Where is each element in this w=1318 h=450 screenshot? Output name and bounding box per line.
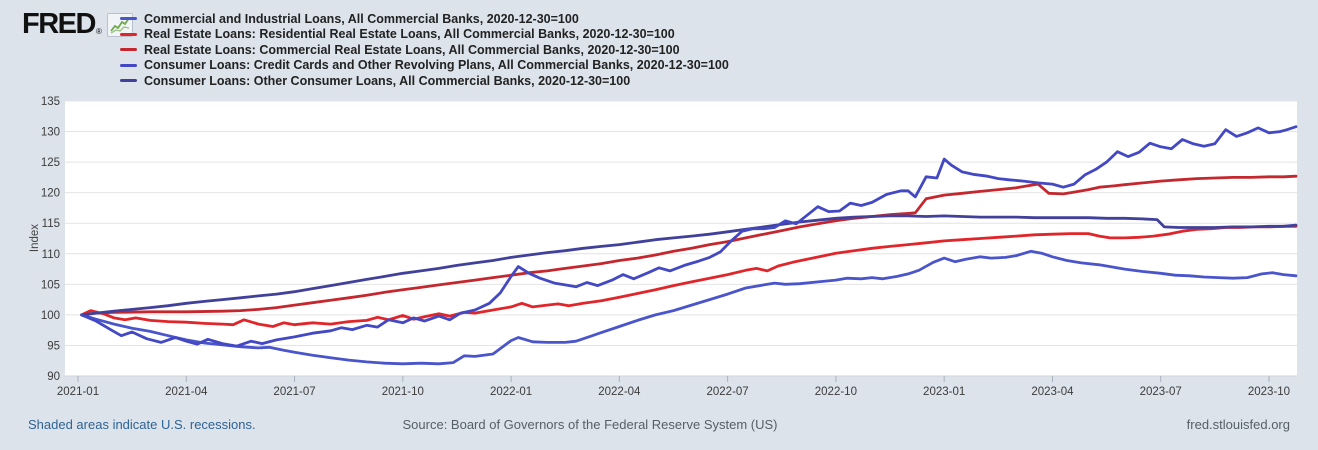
y-tick-label: 100 — [41, 310, 60, 322]
x-tick-label: 2021-10 — [382, 386, 424, 398]
x-tick-label: 2021-04 — [165, 386, 208, 398]
y-tick-label: 105 — [41, 279, 60, 291]
legend-item[interactable]: Real Estate Loans: Commercial Real Estat… — [120, 42, 729, 58]
legend-dash-icon — [120, 48, 137, 52]
y-tick-label: 90 — [47, 371, 60, 383]
chart-area: 90 95 100 105 110 115 120 125 130 135 Index 2021-01… — [0, 88, 1318, 408]
legend-dash-icon — [120, 17, 137, 21]
y-axis-title: Index — [29, 224, 41, 252]
y-tick-label: 110 — [42, 249, 60, 261]
legend-label: Consumer Loans: Credit Cards and Other R… — [144, 58, 729, 73]
sparkline-icon — [106, 13, 133, 37]
legend-label: Real Estate Loans: Commercial Real Estat… — [144, 42, 680, 57]
legend-label: Consumer Loans: Other Consumer Loans, Al… — [144, 73, 631, 88]
x-tick-label: 2022-07 — [707, 386, 749, 398]
series-line[interactable] — [80, 249, 1298, 366]
x-tick-label: 2022-10 — [815, 386, 857, 398]
legend-item[interactable]: Consumer Loans: Credit Cards and Other R… — [120, 58, 729, 74]
series-line[interactable] — [80, 224, 1298, 328]
legend-item[interactable]: Consumer Loans: Other Consumer Loans, Al… — [120, 73, 729, 89]
x-tick-label: 2021-07 — [273, 386, 315, 398]
series-line[interactable] — [80, 214, 1298, 317]
legend: Commercial and Industrial Loans, All Com… — [120, 11, 729, 89]
legend-item[interactable]: Commercial and Industrial Loans, All Com… — [120, 11, 729, 27]
x-tick-label: 2023-04 — [1031, 386, 1074, 398]
site-text: fred.stlouisfed.org — [1186, 417, 1290, 432]
y-tick-label: 130 — [41, 127, 60, 139]
series-line[interactable] — [80, 174, 1298, 317]
legend-label: Real Estate Loans: Residential Real Esta… — [144, 27, 675, 42]
fred-logo[interactable]: FRED ® — [22, 8, 133, 40]
y-tick-label: 115 — [42, 218, 60, 230]
x-tick-label: 2023-07 — [1140, 386, 1182, 398]
legend-dash-icon — [120, 63, 137, 67]
plot-svg[interactable]: 90 95 100 105 110 115 120 125 130 135 Index 2021-01… — [0, 88, 1318, 408]
legend-dash-icon — [120, 32, 137, 36]
source-text: Source: Board of Governors of the Federa… — [402, 417, 778, 432]
x-tick-label: 2022-01 — [490, 386, 532, 398]
legend-item[interactable]: Real Estate Loans: Residential Real Esta… — [120, 27, 729, 43]
fred-logo-text: FRED — [22, 8, 96, 40]
series-line[interactable] — [80, 125, 1298, 348]
x-tick-label: 2022-04 — [598, 386, 641, 398]
legend-label: Commercial and Industrial Loans, All Com… — [144, 11, 579, 26]
legend-dash-icon — [120, 79, 137, 83]
y-tick-label: 125 — [41, 157, 60, 169]
x-tick-label: 2023-10 — [1248, 386, 1290, 398]
recession-note-link[interactable]: Shaded areas indicate U.S. recessions. — [28, 417, 256, 432]
y-tick-label: 120 — [41, 188, 60, 200]
registered-mark: ® — [95, 27, 102, 36]
y-tick-label: 135 — [41, 96, 60, 108]
x-tick-label: 2023-01 — [923, 386, 965, 398]
x-tick-label: 2021-01 — [57, 386, 99, 398]
y-tick-label: 95 — [47, 340, 60, 352]
